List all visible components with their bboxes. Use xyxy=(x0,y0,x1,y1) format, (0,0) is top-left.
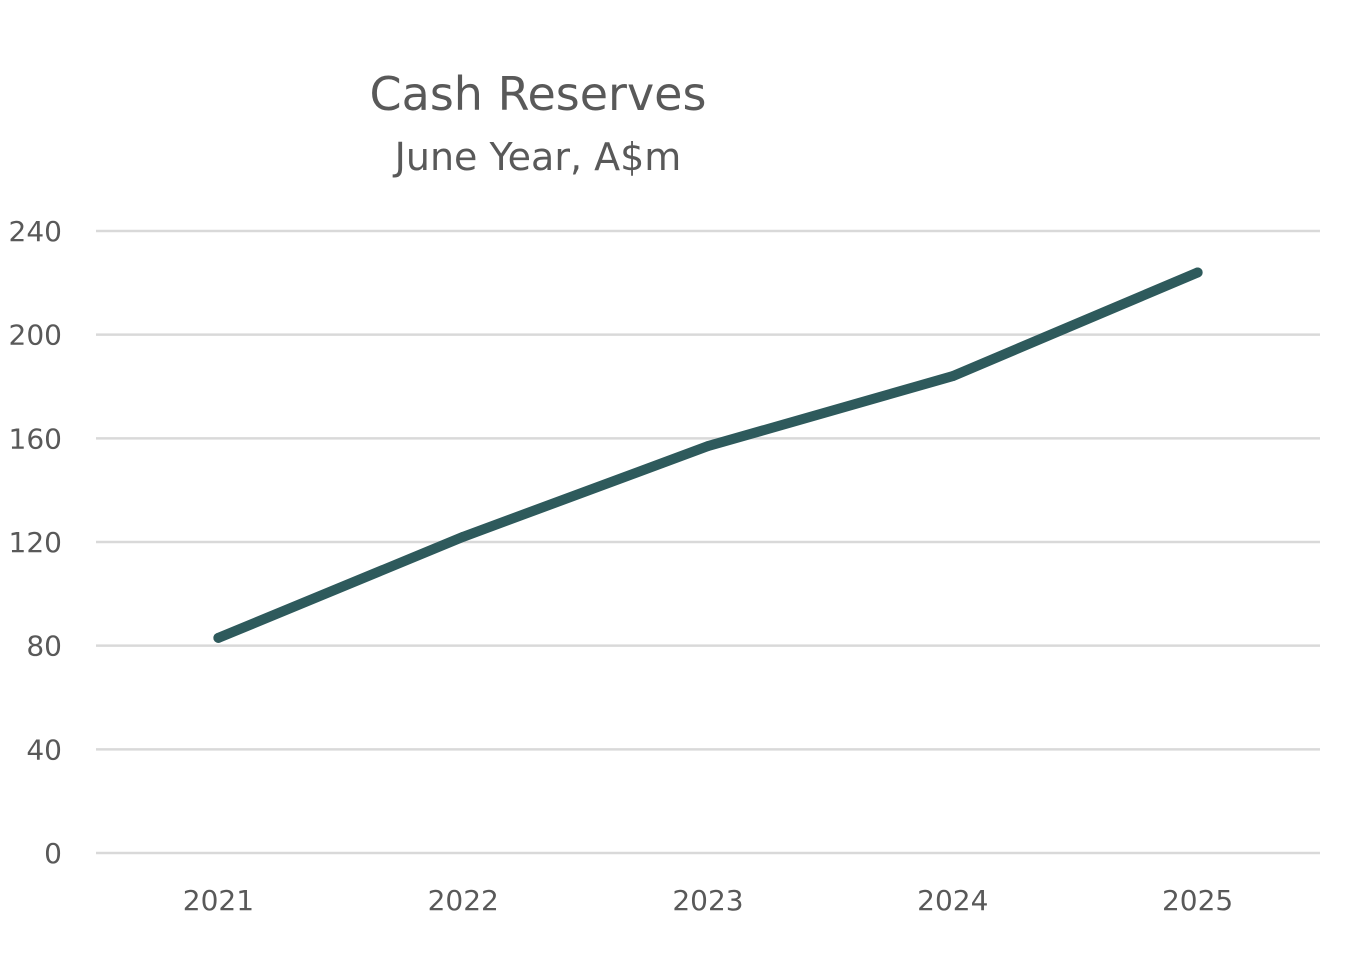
x-tick-label: 2021 xyxy=(183,884,254,917)
chart-subtitle: June Year, A$m xyxy=(393,135,682,179)
chart-title: Cash Reserves xyxy=(370,67,707,121)
data-point-2022 xyxy=(458,531,469,542)
data-point-2025 xyxy=(1192,267,1203,278)
y-tick-label: 160 xyxy=(9,422,62,455)
data-point-2024 xyxy=(947,371,958,382)
x-axis-tick-labels: 2021 2022 2023 2024 2025 xyxy=(183,884,1233,917)
y-tick-label: 200 xyxy=(9,319,62,352)
x-tick-label: 2025 xyxy=(1162,884,1233,917)
data-point-2021 xyxy=(213,632,224,643)
gridlines xyxy=(96,229,1320,855)
y-tick-label: 0 xyxy=(44,837,62,870)
series-line-0 xyxy=(213,267,1203,643)
y-tick-label: 120 xyxy=(9,526,62,559)
y-tick-label: 80 xyxy=(26,630,62,663)
series-layer xyxy=(213,267,1203,643)
y-tick-label: 240 xyxy=(9,215,62,248)
x-tick-label: 2024 xyxy=(917,884,988,917)
y-tick-label: 40 xyxy=(26,733,62,766)
x-tick-label: 2023 xyxy=(672,884,743,917)
x-tick-label: 2022 xyxy=(428,884,499,917)
chart-titles: Cash Reserves June Year, A$m xyxy=(370,67,707,179)
data-point-2023 xyxy=(703,441,713,452)
y-axis-tick-labels: 0 40 80 120 160 200 240 xyxy=(9,215,62,870)
